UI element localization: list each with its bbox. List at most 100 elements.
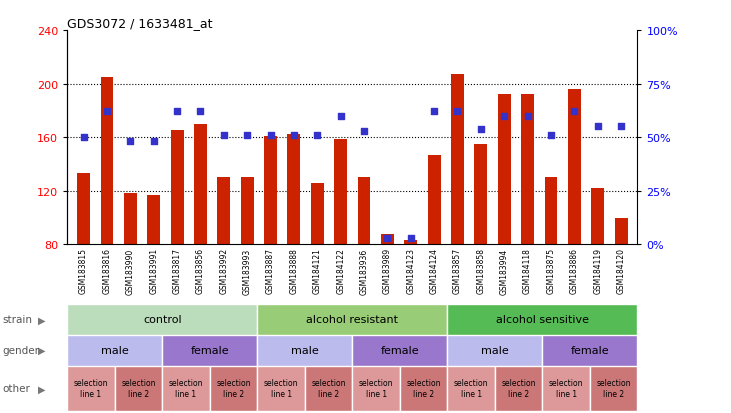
Bar xyxy=(568,90,580,244)
Bar xyxy=(615,218,627,244)
Text: GSM183858: GSM183858 xyxy=(477,248,485,294)
Point xyxy=(335,113,346,120)
Point xyxy=(522,113,534,120)
Text: GSM183936: GSM183936 xyxy=(360,248,368,294)
Text: strain: strain xyxy=(2,315,32,325)
Bar xyxy=(67,304,257,335)
Point xyxy=(475,126,487,133)
Bar xyxy=(217,178,230,244)
Bar xyxy=(210,366,257,411)
Text: selection
line 1: selection line 1 xyxy=(264,378,298,399)
Text: selection
line 1: selection line 1 xyxy=(454,378,488,399)
Text: GSM183991: GSM183991 xyxy=(149,248,158,294)
Text: selection
line 2: selection line 2 xyxy=(406,378,441,399)
Text: GSM184119: GSM184119 xyxy=(593,248,602,294)
Text: GSM184122: GSM184122 xyxy=(336,248,345,293)
Bar xyxy=(170,131,183,244)
Point xyxy=(311,133,323,139)
Bar xyxy=(352,335,447,366)
Bar xyxy=(404,241,417,244)
Point xyxy=(101,109,113,116)
Point xyxy=(616,124,627,131)
Bar xyxy=(194,124,207,244)
Text: gender: gender xyxy=(2,345,39,355)
Bar xyxy=(451,75,464,244)
Bar xyxy=(352,366,400,411)
Text: GDS3072 / 1633481_at: GDS3072 / 1633481_at xyxy=(67,17,213,30)
Bar xyxy=(542,366,590,411)
Bar xyxy=(545,178,558,244)
Point xyxy=(545,133,557,139)
Text: selection
line 2: selection line 2 xyxy=(501,378,536,399)
Text: selection
line 2: selection line 2 xyxy=(311,378,346,399)
Bar xyxy=(542,335,637,366)
Text: GSM183886: GSM183886 xyxy=(570,248,579,294)
Point xyxy=(265,133,276,139)
Point xyxy=(499,113,510,120)
Text: GSM183817: GSM183817 xyxy=(173,248,181,294)
Text: GSM184123: GSM184123 xyxy=(406,248,415,294)
Text: alcohol sensitive: alcohol sensitive xyxy=(496,315,589,325)
Bar xyxy=(147,195,160,244)
Bar xyxy=(334,139,347,244)
Text: ▶: ▶ xyxy=(38,383,45,393)
Bar xyxy=(77,174,90,244)
Bar xyxy=(124,194,137,244)
Text: selection
line 2: selection line 2 xyxy=(121,378,156,399)
Bar xyxy=(257,304,447,335)
Text: female: female xyxy=(191,345,229,355)
Point xyxy=(382,235,393,242)
Point xyxy=(569,109,580,116)
Text: GSM183994: GSM183994 xyxy=(500,248,509,294)
Bar xyxy=(67,366,115,411)
Bar xyxy=(474,145,488,244)
Bar xyxy=(264,137,277,244)
Bar xyxy=(447,366,495,411)
Text: GSM183816: GSM183816 xyxy=(102,248,112,294)
Text: GSM184124: GSM184124 xyxy=(430,248,439,294)
Bar xyxy=(591,189,604,244)
Bar xyxy=(498,95,511,244)
Point xyxy=(148,139,159,145)
Bar xyxy=(400,366,447,411)
Text: selection
line 2: selection line 2 xyxy=(216,378,251,399)
Text: GSM184120: GSM184120 xyxy=(616,248,626,294)
Bar xyxy=(357,178,371,244)
Bar xyxy=(101,78,113,244)
Text: selection
line 1: selection line 1 xyxy=(74,378,108,399)
Bar xyxy=(381,234,394,244)
Bar xyxy=(115,366,162,411)
Bar xyxy=(162,335,257,366)
Point xyxy=(77,135,89,141)
Text: male: male xyxy=(101,345,129,355)
Point xyxy=(288,133,300,139)
Text: control: control xyxy=(143,315,181,325)
Text: GSM183989: GSM183989 xyxy=(383,248,392,294)
Bar xyxy=(305,366,352,411)
Text: selection
line 1: selection line 1 xyxy=(549,378,583,399)
Text: GSM183875: GSM183875 xyxy=(547,248,556,294)
Bar xyxy=(67,335,162,366)
Text: GSM183990: GSM183990 xyxy=(126,248,135,294)
Point xyxy=(124,139,136,145)
Point xyxy=(218,133,230,139)
Bar xyxy=(257,366,305,411)
Text: male: male xyxy=(291,345,319,355)
Point xyxy=(428,109,440,116)
Point xyxy=(592,124,604,131)
Text: ▶: ▶ xyxy=(38,315,45,325)
Point xyxy=(405,235,417,242)
Text: GSM183992: GSM183992 xyxy=(219,248,228,294)
Text: GSM184121: GSM184121 xyxy=(313,248,322,293)
Point xyxy=(171,109,183,116)
Text: GSM184118: GSM184118 xyxy=(523,248,532,293)
Bar xyxy=(590,366,637,411)
Text: GSM183856: GSM183856 xyxy=(196,248,205,294)
Text: GSM183993: GSM183993 xyxy=(243,248,251,294)
Bar xyxy=(428,155,441,244)
Text: GSM183857: GSM183857 xyxy=(453,248,462,294)
Text: selection
line 2: selection line 2 xyxy=(596,378,631,399)
Bar xyxy=(257,335,352,366)
Text: selection
line 1: selection line 1 xyxy=(169,378,203,399)
Point xyxy=(452,109,463,116)
